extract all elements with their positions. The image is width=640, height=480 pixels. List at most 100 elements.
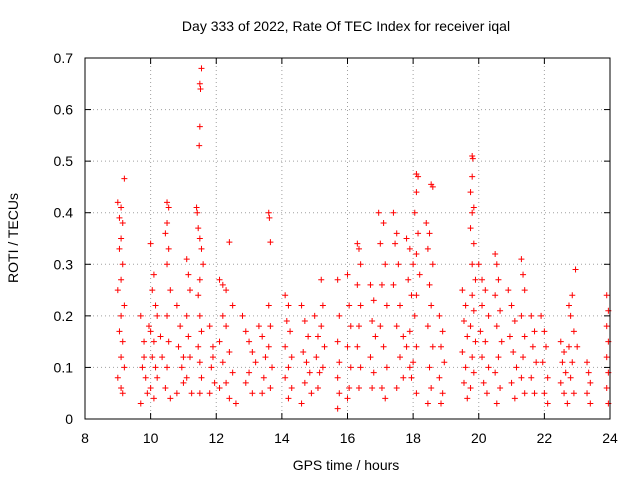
data-point (311, 312, 318, 319)
data-point (559, 359, 566, 366)
data-point (416, 271, 423, 278)
data-point (121, 175, 128, 182)
data-point (147, 385, 154, 392)
y-tick-label: 0.6 (54, 102, 74, 118)
data-point (370, 297, 377, 304)
data-point (216, 276, 223, 283)
data-point (118, 385, 125, 392)
data-point (470, 240, 477, 247)
data-point (428, 385, 435, 392)
data-point (354, 240, 361, 247)
data-point (480, 379, 487, 386)
data-point (483, 390, 490, 397)
data-point (180, 354, 187, 361)
data-point (305, 333, 312, 340)
data-point (206, 323, 213, 330)
data-point (216, 338, 223, 345)
data-point (462, 302, 469, 309)
data-point (180, 379, 187, 386)
y-tick-label: 0.4 (54, 205, 74, 221)
data-point (397, 302, 403, 309)
data-point (226, 348, 233, 355)
data-point (459, 348, 466, 355)
data-point (469, 152, 476, 159)
data-point (572, 266, 579, 273)
data-point (196, 142, 203, 149)
x-axis-ticks: 8 10 12 14 16 18 20 22 24 (81, 58, 618, 446)
data-point (518, 312, 525, 319)
data-point (470, 369, 477, 376)
data-point (493, 400, 500, 407)
data-point (167, 395, 174, 402)
data-point (162, 230, 169, 237)
data-point (413, 250, 420, 257)
data-point (173, 390, 180, 397)
data-point (570, 328, 577, 335)
data-point (410, 261, 417, 268)
data-point (424, 400, 431, 407)
data-point (521, 333, 528, 340)
data-point (173, 302, 180, 309)
data-point (462, 364, 469, 371)
data-point (141, 338, 148, 345)
data-point (470, 204, 477, 211)
data-point (562, 369, 569, 376)
data-point (119, 338, 126, 345)
data-point (167, 287, 174, 294)
data-point (157, 333, 164, 340)
data-point (485, 312, 492, 319)
data-point (377, 323, 384, 330)
data-point (219, 281, 226, 288)
data-point (223, 287, 230, 294)
data-point (406, 364, 413, 371)
data-point (246, 369, 253, 376)
data-point (336, 359, 343, 366)
data-point (242, 328, 249, 335)
data-point (118, 276, 125, 283)
data-point (196, 390, 203, 397)
data-point (505, 287, 512, 294)
y-tick-label: 0.2 (54, 308, 74, 324)
x-tick-label: 16 (340, 430, 356, 446)
data-point (185, 333, 192, 340)
data-point (415, 173, 422, 180)
y-tick-label: 0.3 (54, 256, 74, 272)
data-point (121, 364, 128, 371)
data-point (508, 379, 515, 386)
data-point (266, 214, 273, 221)
data-point (147, 240, 154, 247)
data-point (570, 390, 577, 397)
data-point (482, 287, 489, 294)
x-tick-label: 8 (81, 430, 89, 446)
data-point (232, 400, 239, 407)
data-point (267, 385, 274, 392)
data-point (565, 343, 572, 350)
data-point (603, 354, 610, 361)
data-point (298, 400, 305, 407)
data-point (479, 302, 486, 309)
grid-lines (85, 58, 610, 419)
data-point (392, 240, 399, 247)
data-point (438, 400, 445, 407)
data-point (195, 225, 202, 232)
data-point (183, 312, 190, 319)
data-point (603, 292, 610, 299)
data-point (531, 390, 538, 397)
data-point (285, 302, 292, 309)
data-point (411, 312, 418, 319)
data-point (259, 333, 266, 340)
data-point (508, 302, 515, 309)
data-point (187, 354, 193, 361)
data-point (164, 199, 171, 206)
data-point (216, 385, 223, 392)
data-point (378, 385, 385, 392)
data-point (344, 271, 351, 278)
data-point (137, 312, 144, 319)
data-point (229, 302, 236, 309)
data-point (267, 239, 274, 246)
data-point (200, 261, 207, 268)
data-point (249, 390, 256, 397)
data-point (498, 338, 505, 345)
data-point (413, 390, 420, 397)
data-point (467, 189, 474, 196)
